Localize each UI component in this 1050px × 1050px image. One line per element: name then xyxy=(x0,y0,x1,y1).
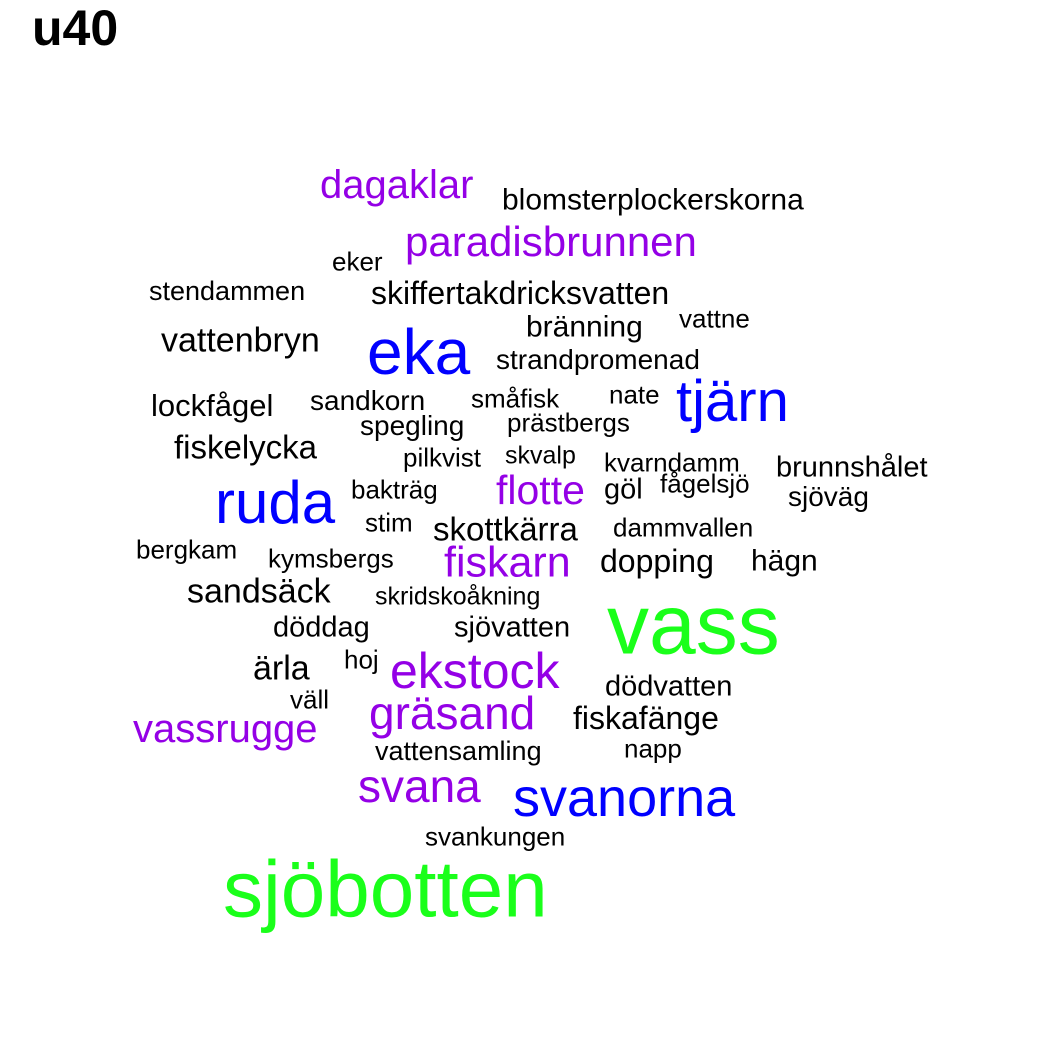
word-bränning: bränning xyxy=(526,310,643,344)
word-spegling: spegling xyxy=(360,410,465,442)
word-småfisk: småfisk xyxy=(471,383,560,414)
word-fiskelycka: fiskelycka xyxy=(174,428,318,466)
word-pilkvist: pilkvist xyxy=(403,442,482,473)
word-strandpromenad: strandpromenad xyxy=(496,344,700,376)
word-lockfågel: lockfågel xyxy=(151,387,274,423)
word-hoj: hoj xyxy=(344,644,379,675)
word-stim: stim xyxy=(365,507,413,538)
word-kymsbergs: kymsbergs xyxy=(268,543,394,574)
word-ruda: ruda xyxy=(215,469,336,537)
word-göl: göl xyxy=(604,473,643,506)
word-blomsterplockerskorna: blomsterplockerskorna xyxy=(502,183,804,217)
word-sjövatten: sjövatten xyxy=(454,611,571,644)
word-döddag: döddag xyxy=(273,611,370,644)
word-vass: vass xyxy=(607,577,780,672)
word-dagaklar: dagaklar xyxy=(320,162,474,207)
word-sandkorn: sandkorn xyxy=(310,385,426,417)
word-fiskarn: fiskarn xyxy=(444,538,571,587)
word-vattensamling: vattensamling xyxy=(375,735,542,766)
word-dopping: dopping xyxy=(600,543,714,580)
word-eker: eker xyxy=(332,246,383,277)
word-vassrugge: vassrugge xyxy=(133,706,318,751)
word-väll: väll xyxy=(290,684,330,715)
word-vattenbryn: vattenbryn xyxy=(161,321,320,360)
word-skvalp: skvalp xyxy=(505,441,576,470)
word-ärla: ärla xyxy=(253,649,310,688)
word-skottkärra: skottkärra xyxy=(433,510,578,548)
word-eka: eka xyxy=(367,316,471,389)
word-stendammen: stendammen xyxy=(149,275,306,306)
word-paradisbrunnen: paradisbrunnen xyxy=(405,218,697,266)
word-flotte: flotte xyxy=(496,467,585,514)
word-kvarndamm: kvarndamm xyxy=(604,447,740,478)
word-skridskoåkning: skridskoåkning xyxy=(375,582,541,611)
word-bakträg: bakträg xyxy=(351,474,438,505)
word-svana: svana xyxy=(358,760,481,813)
page-title: u40 xyxy=(32,0,119,56)
word-sandsäck: sandsäck xyxy=(187,572,331,611)
word-tjärn: tjärn xyxy=(676,368,789,434)
word-ekstock: ekstock xyxy=(390,643,560,699)
word-fiskafänge: fiskafänge xyxy=(573,700,719,737)
word-napp: napp xyxy=(624,733,682,764)
word-sjöbotten: sjöbotten xyxy=(223,844,548,934)
word-fågelsjö: fågelsjö xyxy=(660,468,750,499)
word-prästbergs: prästbergs xyxy=(507,407,630,438)
word-bergkam: bergkam xyxy=(136,534,238,565)
word-vattne: vattne xyxy=(679,303,750,334)
word-brunnshålet: brunnshålet xyxy=(776,451,928,484)
word-dammvallen: dammvallen xyxy=(613,512,754,543)
word-gräsand: gräsand xyxy=(369,687,536,740)
word-skiffertakdricksvatten: skiffertakdricksvatten xyxy=(371,275,670,312)
word-hägn: hägn xyxy=(751,544,818,578)
word-dödvatten: dödvatten xyxy=(605,670,733,703)
word-sjöväg: sjöväg xyxy=(788,481,869,513)
word-svanorna: svanorna xyxy=(513,767,736,828)
word-svankungen: svankungen xyxy=(425,821,566,852)
word-nate: nate xyxy=(609,379,660,410)
